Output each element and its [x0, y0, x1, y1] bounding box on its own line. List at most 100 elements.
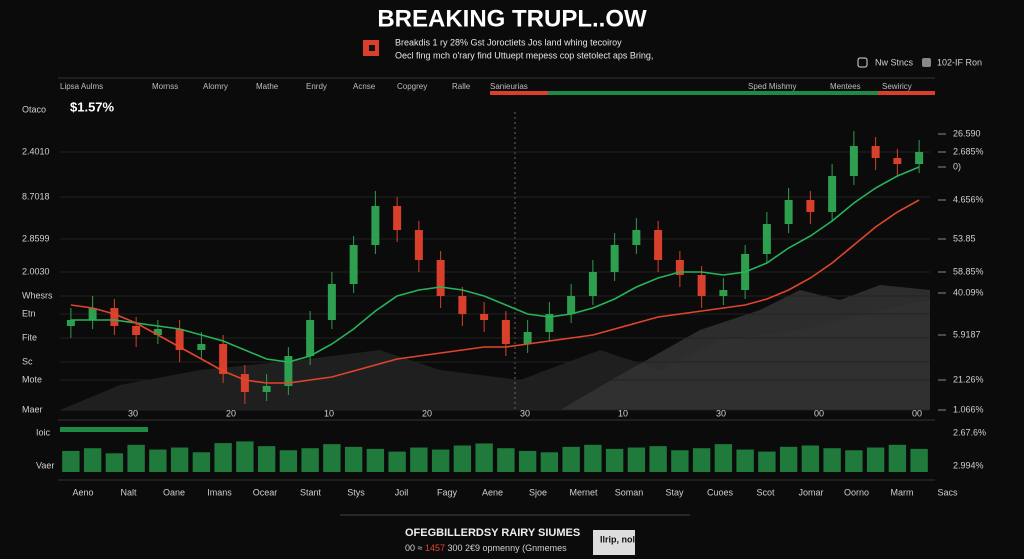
volume-bar	[410, 447, 428, 472]
volume-bar	[279, 450, 298, 472]
panel-label: Vaer	[36, 460, 54, 470]
news-icon-inner	[369, 45, 375, 51]
candle-body	[414, 230, 423, 260]
candle-body	[306, 320, 315, 356]
volume-bar	[801, 445, 820, 472]
candle-body	[371, 206, 380, 245]
candle-body	[153, 329, 162, 335]
tab: Mornss	[152, 82, 178, 91]
candle-body	[697, 275, 706, 296]
candle-body	[480, 314, 489, 320]
volume-bar	[540, 452, 559, 472]
volume-bar	[366, 448, 385, 472]
volume-bar	[910, 448, 928, 472]
tab: Alomry	[203, 82, 228, 91]
volume-bar	[192, 452, 211, 472]
volume-bar	[649, 446, 667, 472]
y-tick-label: Mote	[22, 374, 42, 384]
y-tick-label: 2.8599	[22, 233, 50, 243]
footer-rest: 300 2€9 opmenny (Gnmemes	[448, 543, 568, 553]
candle-body	[219, 344, 228, 374]
candle-body	[545, 314, 554, 332]
panel-label: Ioic	[36, 427, 51, 437]
volume-bar	[236, 441, 254, 472]
badge	[593, 530, 635, 555]
y2-tick-label: 5.9187	[953, 329, 981, 339]
volume-bar	[83, 448, 102, 472]
ticker-name: Otaco	[22, 104, 46, 114]
candle-body	[828, 176, 837, 212]
y-tick-label: 8.7018	[22, 191, 50, 201]
status-icon	[922, 58, 931, 67]
moving-average	[70, 199, 920, 384]
candle-body	[806, 200, 815, 212]
footer-title: OFEGBILLERDSY RAIRY SIUMES	[405, 527, 580, 539]
volume-bar	[214, 443, 232, 472]
time-label: Oorno	[844, 487, 869, 497]
volume-bar	[497, 448, 515, 472]
candle-body	[88, 308, 97, 320]
tab: Sewiricy	[882, 82, 912, 91]
time-label: 20	[226, 408, 236, 418]
volume-bar	[584, 444, 602, 472]
candle-body	[675, 260, 684, 275]
volume-bar	[388, 451, 406, 472]
time-label: Aeno	[72, 487, 93, 497]
volume-bar	[866, 447, 885, 472]
time-label: Stay	[665, 487, 684, 497]
time-label: Scot	[756, 487, 775, 497]
volume-bar	[692, 448, 711, 472]
tab-bar	[713, 91, 878, 95]
time-label: Jomar	[798, 487, 823, 497]
progress	[60, 427, 148, 432]
y2-tick-label: 0)	[953, 161, 961, 171]
y2-tick-label: 26.590	[953, 128, 981, 138]
panel-label: 2.994%	[953, 460, 984, 470]
candle-body	[893, 158, 902, 164]
candle-body	[262, 386, 271, 392]
y2-tick-label: 40.09%	[953, 287, 984, 297]
tab-bar	[548, 91, 713, 95]
volume-bar	[823, 448, 841, 472]
time-label: 30	[716, 408, 726, 418]
candle-body	[654, 230, 663, 260]
candle-body	[871, 146, 880, 158]
candle-body	[632, 230, 641, 245]
candle-body	[393, 206, 402, 230]
candle-body	[349, 245, 358, 284]
time-label: Stant	[300, 487, 322, 497]
y-tick-label: Maer	[22, 404, 43, 414]
candle-body	[240, 374, 249, 392]
y2-tick-label: 58.85%	[953, 266, 984, 276]
tab: Enrdy	[306, 82, 327, 91]
footer-prefix: 00 ≈	[405, 543, 423, 553]
time-label: 20	[422, 408, 432, 418]
y-tick-label: 2.4010	[22, 146, 50, 156]
volume-bar	[562, 446, 580, 472]
time-label: Mernet	[569, 487, 598, 497]
time-label: Sacs	[937, 487, 958, 497]
time-label: Nalt	[120, 487, 137, 497]
candle-body	[784, 200, 793, 224]
time-label: Joil	[395, 487, 409, 497]
volume-bar	[671, 450, 689, 472]
volume-bar	[736, 449, 754, 472]
volume-bar	[714, 444, 733, 472]
volume-bar	[845, 450, 863, 472]
candle-body	[132, 326, 141, 335]
time-label: Marm	[891, 487, 914, 497]
y-tick-label: Fite	[22, 332, 37, 342]
tab: Lipsa Aulms	[60, 82, 103, 91]
footer-line: 00 ≈ 1457 300 2€9 opmenny (Gnmemes	[405, 543, 567, 553]
tab-bar	[490, 91, 548, 95]
time-label: 00	[814, 408, 824, 418]
tab: Mentees	[830, 82, 861, 91]
time-label: Sjoe	[529, 487, 547, 497]
moving-average	[70, 166, 920, 363]
time-label: Stys	[347, 487, 365, 497]
volume-bar	[779, 446, 798, 472]
tab: Sanieurias	[490, 82, 528, 91]
candle-body	[610, 245, 619, 272]
